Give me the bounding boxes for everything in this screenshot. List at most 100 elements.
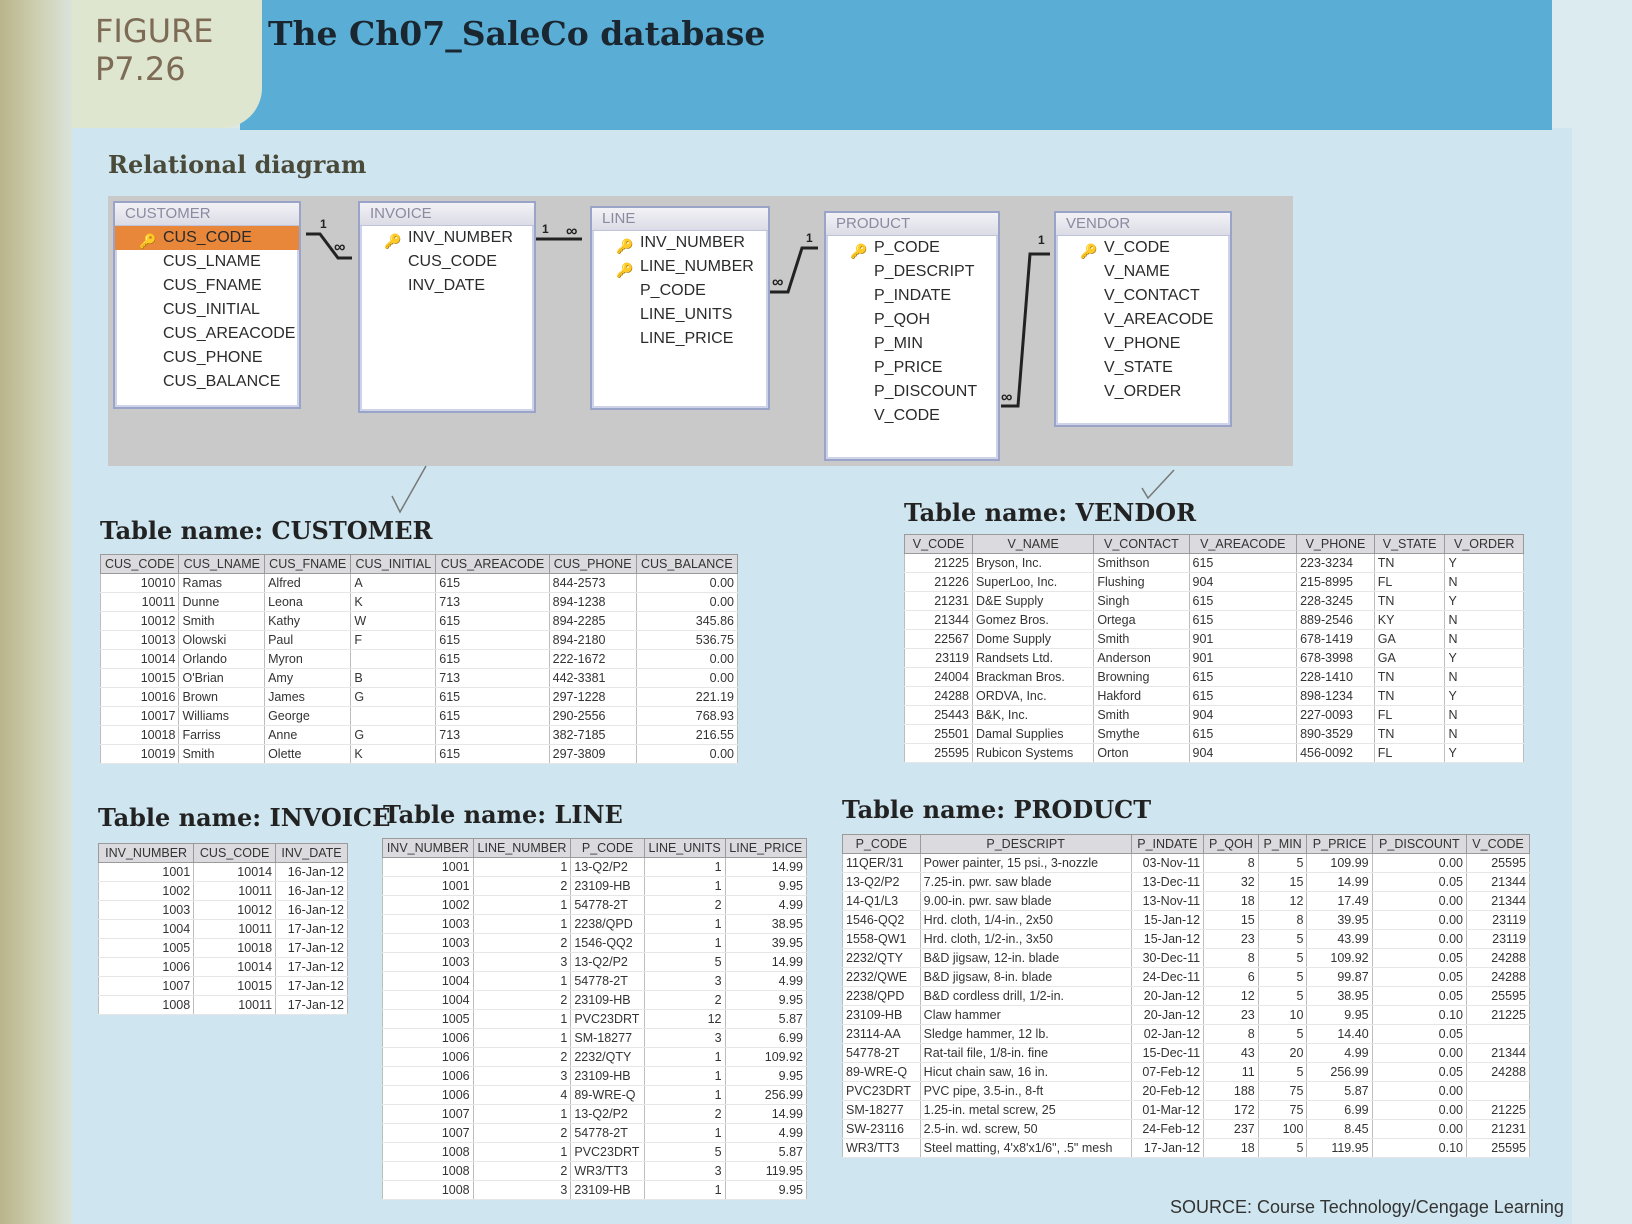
table-cell: 615 bbox=[435, 687, 550, 707]
table-cell: F bbox=[350, 630, 437, 650]
table-cell: 0.00 bbox=[635, 573, 739, 593]
table-cell: 21344 bbox=[1466, 872, 1530, 892]
table-row: 1004 2 23109-HB 2 9.95 bbox=[382, 990, 808, 1010]
rel-one-4: 1 bbox=[1038, 233, 1045, 247]
table-cell: 216.55 bbox=[635, 725, 739, 745]
table-row: 2238/QPD B&D cordless drill, 1/2-in. 20-Ja… bbox=[842, 986, 1530, 1006]
table-row: SW-23116 2.5-in. wd. screw, 50 24-Feb-12 23… bbox=[842, 1119, 1530, 1139]
table-cell: TN bbox=[1373, 591, 1446, 611]
table-cell: 38.95 bbox=[724, 914, 808, 934]
table-cell: 1007 bbox=[382, 1123, 474, 1143]
table-cell: 1 bbox=[643, 1085, 726, 1105]
table-cell: 20-Jan-12 bbox=[1130, 986, 1205, 1006]
table-row: 54778-2T Rat-tail file, 1/8-in. fine 15-De… bbox=[842, 1043, 1530, 1063]
table-cell: SM-18277 bbox=[842, 1100, 921, 1120]
table-cell: 23109-HB bbox=[570, 1066, 645, 1086]
entity-invoice: INVOICE 🔑 INV_NUMBER CUS_CODE INV_DATE bbox=[358, 201, 536, 413]
table-cell: 1 bbox=[472, 971, 572, 991]
table-cell: 12 bbox=[1203, 986, 1259, 1006]
product-table: P_CODE P_DESCRIPT P_INDATE P_QOH P_MIN P_PRIC… bbox=[842, 834, 1530, 1158]
table-cell: 15 bbox=[1203, 910, 1259, 930]
table-cell: 1002 bbox=[97, 881, 195, 901]
table-cell: 442-3381 bbox=[548, 668, 637, 688]
column-header: CUS_CODE bbox=[99, 554, 180, 574]
table-row: 1001 2 23109-HB 1 9.95 bbox=[382, 876, 808, 896]
table-row: PVC23DRT PVC pipe, 3.5-in., 8-ft 20-Feb-12… bbox=[842, 1081, 1530, 1101]
table-cell: 25595 bbox=[1466, 853, 1530, 873]
table-cell: 1558-QW1 bbox=[842, 929, 921, 949]
column-header: V_NAME bbox=[971, 534, 1095, 554]
table-cell: 54778-2T bbox=[570, 971, 645, 991]
table-cell: 1004 bbox=[97, 919, 195, 939]
figure-title: The Ch07_SaleCo database bbox=[268, 14, 766, 53]
table-cell: 1008 bbox=[382, 1161, 474, 1181]
field-inv-date: INV_DATE bbox=[408, 277, 486, 294]
column-header: P_PRICE bbox=[1306, 834, 1373, 854]
table-cell: 21226 bbox=[904, 572, 973, 592]
table-cell: 615 bbox=[1188, 667, 1298, 687]
table-cell: Hrd. cloth, 1/2-in., 3x50 bbox=[919, 929, 1132, 949]
table-cell: 15-Dec-11 bbox=[1130, 1043, 1205, 1063]
table-cell: N bbox=[1444, 724, 1524, 744]
table-cell: Y bbox=[1444, 743, 1524, 763]
table-cell: 119.95 bbox=[1306, 1138, 1373, 1158]
table-cell: Olowski bbox=[178, 630, 266, 650]
table-cell: KY bbox=[1373, 610, 1446, 630]
table-cell: 20-Jan-12 bbox=[1130, 1005, 1205, 1025]
column-header: LINE_NUMBER bbox=[472, 838, 572, 858]
table-cell: 3 bbox=[472, 952, 572, 972]
table-cell: 23119 bbox=[1466, 910, 1530, 930]
table-row: 10010 Ramas Alfred A 615 844-2573 0.00 bbox=[99, 573, 739, 593]
line-product-line bbox=[770, 246, 818, 294]
table-header-row: P_CODE P_DESCRIPT P_INDATE P_QOH P_MIN P_PRIC… bbox=[842, 834, 1530, 854]
table-cell: 23109-HB bbox=[570, 876, 645, 896]
table-cell: Randsets Ltd. bbox=[971, 648, 1095, 668]
table-cell: Hakford bbox=[1093, 686, 1190, 706]
field-v-contact: V_CONTACT bbox=[1104, 287, 1200, 304]
figure-label: FIGURE P7.26 bbox=[95, 12, 214, 88]
field-line-units: LINE_UNITS bbox=[640, 306, 733, 323]
table-row: 10012 Smith Kathy W 615 894-2285 345.86 bbox=[99, 611, 739, 631]
entity-customer: CUSTOMER 🔑 CUS_CODE CUS_LNAME CUS_FNAME C… bbox=[113, 201, 301, 409]
table-cell: 1004 bbox=[382, 971, 474, 991]
table-cell: 615 bbox=[1188, 591, 1298, 611]
table-cell: 1006 bbox=[382, 1047, 474, 1067]
table-cell: 109.92 bbox=[1306, 948, 1373, 968]
table-row: 10018 Farriss Anne G 713 382-7185 216.55 bbox=[99, 725, 739, 745]
table-cell: N bbox=[1444, 610, 1524, 630]
table-cell: 15-Jan-12 bbox=[1130, 910, 1205, 930]
table-cell: B&K, Inc. bbox=[971, 705, 1095, 725]
table-cell: 237 bbox=[1203, 1119, 1259, 1139]
table-row: 23109-HB Claw hammer 20-Jan-12 23 10 9.95 0.10… bbox=[842, 1005, 1530, 1025]
table-cell: Paul bbox=[264, 630, 352, 650]
table-cell: 21344 bbox=[904, 610, 973, 630]
table-cell: K bbox=[350, 744, 437, 764]
table-cell: Flushing bbox=[1093, 572, 1190, 592]
table-cell: Hicut chain saw, 16 in. bbox=[919, 1062, 1132, 1082]
table-cell: 13-Q2/P2 bbox=[842, 872, 921, 892]
table-row: 1006 4 89-WRE-Q 1 256.99 bbox=[382, 1085, 808, 1105]
table-row: 25501 Damal Supplies Smythe 615 890-3529 TN N bbox=[904, 724, 1524, 744]
table-cell: 3 bbox=[472, 1180, 572, 1200]
table-cell: 89-WRE-Q bbox=[570, 1085, 645, 1105]
table-cell: 0.05 bbox=[1371, 986, 1468, 1006]
table-cell: 119.95 bbox=[724, 1161, 808, 1181]
table-cell: 222-1672 bbox=[548, 649, 637, 669]
table-cell: 1008 bbox=[382, 1142, 474, 1162]
line-table-title: Table name: LINE bbox=[383, 800, 623, 829]
table-cell: 4.99 bbox=[724, 895, 808, 915]
table-cell: 25443 bbox=[904, 705, 973, 725]
column-header: CUS_INITIAL bbox=[350, 554, 437, 574]
table-cell: 5 bbox=[643, 1142, 726, 1162]
table-row: 1004 10011 17-Jan-12 bbox=[97, 919, 348, 939]
table-cell: N bbox=[1444, 705, 1524, 725]
field-cus-balance: CUS_BALANCE bbox=[163, 373, 281, 390]
table-cell: K bbox=[350, 592, 437, 612]
table-cell: 1546-QQ2 bbox=[570, 933, 645, 953]
table-cell: 5 bbox=[1257, 1062, 1308, 1082]
table-cell: 4.99 bbox=[1306, 1043, 1373, 1063]
table-row: SM-18277 1.25-in. metal screw, 25 01-Mar-1… bbox=[842, 1100, 1530, 1120]
table-cell: 5 bbox=[1257, 948, 1308, 968]
table-cell: 5 bbox=[1257, 1024, 1308, 1044]
table-cell: 23119 bbox=[1466, 929, 1530, 949]
